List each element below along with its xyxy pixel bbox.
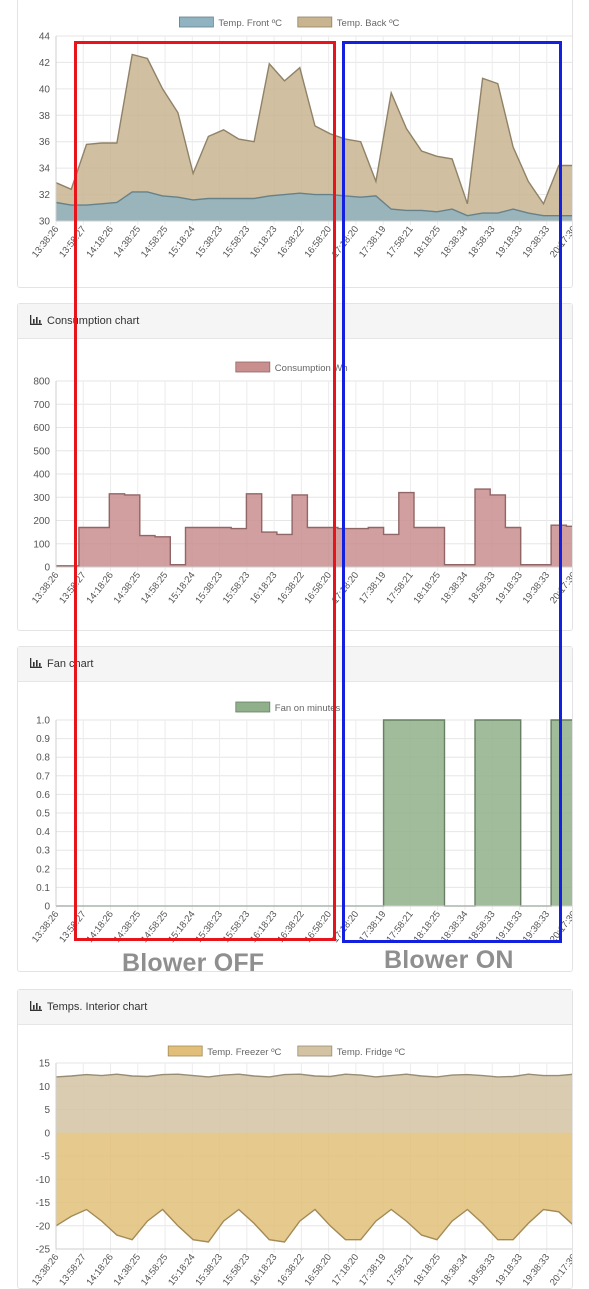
y-tick-label: 0.9	[36, 734, 50, 745]
card-title: Consumption chart	[47, 315, 140, 327]
y-tick-label: 0.3	[36, 846, 50, 857]
y-tick-label: 500	[33, 446, 50, 457]
y-tick-label: 0.4	[36, 827, 50, 838]
y-tick-label: -25	[36, 1245, 51, 1256]
series-line	[55, 191, 572, 217]
y-tick-label: 5	[44, 1105, 50, 1116]
y-tick-label: -5	[41, 1152, 50, 1163]
legend-swatch	[297, 1045, 333, 1057]
legend-swatch	[178, 16, 214, 28]
legend-swatch	[235, 361, 271, 373]
y-tick-label: 300	[33, 493, 50, 504]
legend: Temp. Front ºC Temp. Back ºC	[178, 16, 400, 29]
temps-interior-card: Temps. Interior chart Temp. Freezer ºC Te…	[17, 989, 573, 1289]
series-area	[56, 1132, 572, 1242]
series-area	[56, 720, 572, 906]
legend-label: Fan on minutes	[275, 703, 341, 714]
series-line	[55, 53, 572, 206]
y-tick-label: 0.1	[36, 883, 50, 894]
legend: Fan on minutes	[235, 701, 341, 714]
legend-label: Temp. Back ºC	[337, 18, 400, 29]
blower-off-label: Blower OFF	[122, 949, 265, 977]
x-tick-label: 13:38:26	[30, 570, 61, 606]
x-tick-label: 13:38:26	[30, 224, 61, 260]
y-tick-label: 700	[33, 400, 50, 411]
y-tick-label: 44	[39, 32, 51, 43]
y-tick-label: 38	[39, 111, 51, 122]
bar-chart-icon	[30, 1001, 42, 1011]
card-header: Fan chart	[18, 647, 572, 682]
legend: Consumption Wh	[235, 361, 348, 374]
y-tick-label: 0.5	[36, 809, 50, 820]
y-tick-label: 0.2	[36, 864, 50, 875]
series-area	[56, 1074, 572, 1133]
consumption-card: Consumption chart Consumption Wh 0 100 200 3…	[17, 303, 573, 631]
y-tick-label: 36	[39, 137, 51, 148]
legend-swatch	[297, 16, 333, 28]
y-tick-label: 0.7	[36, 771, 50, 782]
temps-exterior-chart: Temp. Front ºC Temp. Back ºC 30 32 34 36 38 40 4…	[30, 16, 572, 260]
legend-swatch	[167, 1045, 203, 1057]
series-area	[56, 191, 572, 221]
y-tick-label: 34	[39, 164, 51, 175]
y-tick-label: -15	[36, 1198, 51, 1209]
y-tick-label: -10	[36, 1175, 51, 1186]
series-line	[55, 1073, 572, 1078]
y-tick-label: 1.0	[36, 716, 50, 727]
y-tick-label: 0	[44, 1128, 50, 1139]
legend: Temp. Freezer ºC Temp. Fridge ºC	[167, 1045, 406, 1058]
x-tick-label: 13:38:26	[30, 909, 61, 945]
y-tick-label: 30	[39, 217, 51, 228]
card-header: Consumption chart	[18, 304, 572, 339]
y-tick-label: 32	[39, 190, 51, 201]
y-tick-label: 400	[33, 470, 50, 481]
blower-on-box	[342, 41, 562, 943]
card-header: Temps. Interior chart	[18, 990, 572, 1025]
y-tick-label: 10	[39, 1082, 51, 1093]
legend-swatch	[235, 701, 271, 713]
y-tick-label: 100	[33, 539, 50, 550]
y-tick-label: 600	[33, 423, 50, 434]
bar-chart-icon	[30, 658, 42, 668]
y-tick-label: 200	[33, 516, 50, 527]
blower-on-label: Blower ON	[384, 946, 514, 974]
legend-label: Temp. Front ºC	[218, 18, 282, 29]
blower-off-box	[74, 41, 336, 941]
temps-exterior-card: Temp. Front ºC Temp. Back ºC 30 32 34 36 38 40 4…	[17, 0, 573, 288]
legend-label: Temp. Fridge ºC	[337, 1047, 406, 1058]
bar-chart-icon	[30, 315, 42, 325]
card-title: Temps. Interior chart	[47, 1001, 148, 1013]
y-tick-label: 42	[39, 58, 51, 69]
y-tick-label: -20	[36, 1221, 51, 1232]
y-tick-label: 0.6	[36, 790, 50, 801]
y-tick-label: 0	[44, 563, 50, 574]
series-line	[56, 488, 572, 567]
consumption-chart: Consumption Wh 0 100 200 300 400 500 600 700 800 1…	[30, 361, 572, 606]
y-tick-label: 0.8	[36, 753, 50, 764]
card-title: Fan chart	[47, 658, 94, 670]
legend-label: Temp. Freezer ºC	[207, 1047, 281, 1058]
y-tick-label: 15	[39, 1059, 51, 1070]
series-area	[56, 54, 572, 221]
y-tick-label: 40	[39, 84, 51, 95]
y-tick-label: 0	[44, 902, 50, 913]
y-tick-label: 800	[33, 377, 50, 388]
series-line	[55, 1208, 572, 1243]
x-tick-label: 20:17:30	[548, 1252, 572, 1286]
legend-label: Consumption Wh	[275, 363, 348, 374]
temps-interior-chart: Temp. Freezer ºC Temp. Fridge ºC -25 -20 -15…	[30, 1045, 572, 1286]
